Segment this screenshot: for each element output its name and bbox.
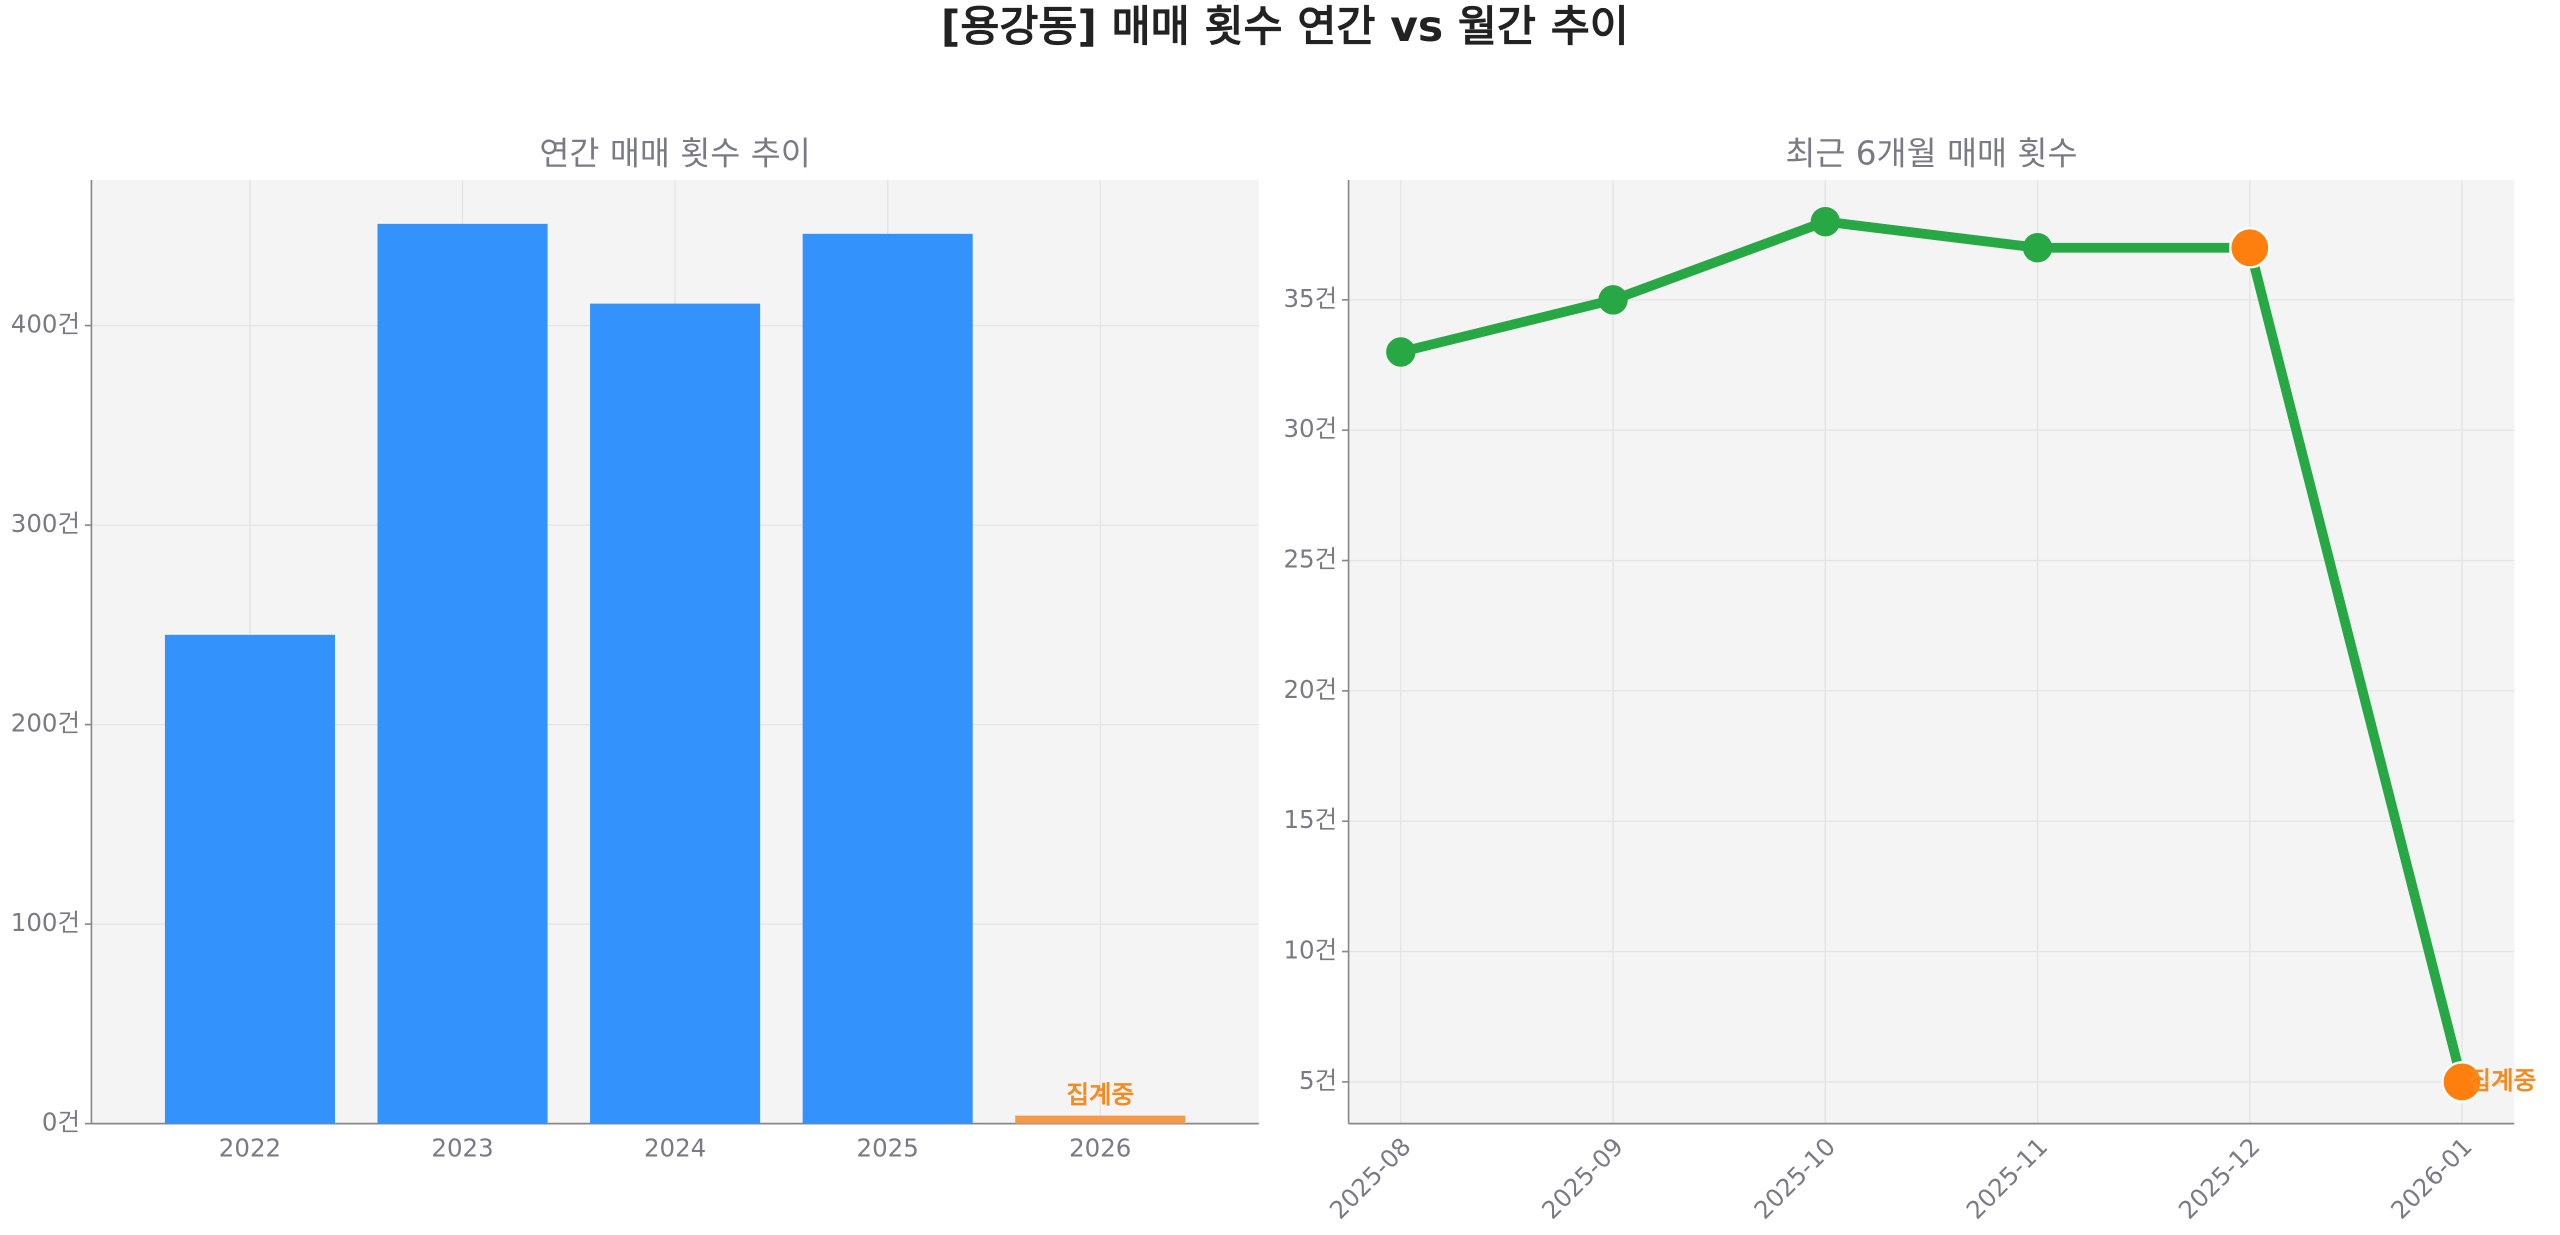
bar	[164, 634, 335, 1124]
chart-title: 연간 매매 횟수 추이	[539, 134, 810, 172]
x-tick-label: 2026	[1069, 1134, 1131, 1163]
x-tick-label: 2025-10	[1748, 1132, 1841, 1225]
y-tick-label: 5건	[1299, 1066, 1337, 1095]
point	[1598, 285, 1628, 315]
plot-area	[1348, 179, 2515, 1124]
x-tick-label: 2025-12	[2173, 1132, 2266, 1225]
x-tick-label: 2022	[219, 1134, 281, 1163]
x-tick-label: 2023	[431, 1134, 493, 1163]
bar	[377, 223, 548, 1124]
x-tick-label: 2025-11	[1960, 1132, 2053, 1225]
bar	[590, 303, 761, 1124]
y-tick-label: 400건	[11, 310, 80, 339]
y-tick-label: 15건	[1283, 805, 1337, 834]
point	[1810, 206, 1840, 237]
annotation: 집계중	[1066, 1080, 1134, 1109]
page-title: [용강동] 매매 횟수 연간 vs 월간 추이	[941, 3, 1629, 52]
y-tick-label: 10건	[1283, 936, 1337, 965]
x-tick-label: 2025-09	[1536, 1132, 1629, 1225]
chart-title: 최근 6개월 매매 횟수	[1785, 134, 2077, 172]
y-tick-label: 30건	[1283, 414, 1337, 443]
x-tick-label: 2026-01	[2385, 1132, 2478, 1225]
y-tick-label: 100건	[11, 908, 80, 937]
x-tick-label: 2025	[857, 1134, 919, 1163]
line	[1399, 216, 2467, 1084]
x-tick-label: 2024	[644, 1134, 706, 1163]
point	[1386, 337, 1416, 367]
point	[2022, 233, 2053, 263]
y-tick-label: 20건	[1283, 675, 1337, 704]
y-tick-label: 35건	[1283, 284, 1337, 313]
y-tick-label: 300건	[11, 509, 80, 538]
y-tick-label: 0건	[42, 1108, 80, 1137]
x-tick-label: 2025-08	[1324, 1132, 1417, 1225]
bar	[802, 233, 973, 1124]
annotation: 집계중	[2469, 1066, 2537, 1095]
y-tick-label: 25건	[1283, 545, 1337, 574]
y-tick-label: 200건	[11, 709, 80, 738]
bar	[1015, 1115, 1186, 1124]
point	[2228, 226, 2271, 269]
point	[2441, 1061, 2483, 1103]
